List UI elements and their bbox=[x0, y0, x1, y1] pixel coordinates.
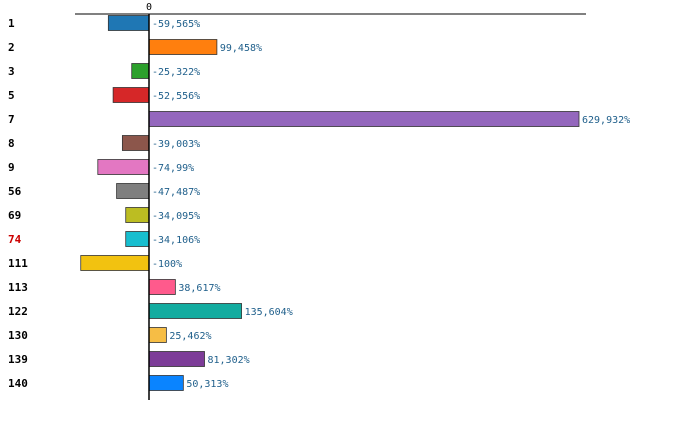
bar-3 bbox=[131, 63, 150, 79]
value-label-56: -47,487% bbox=[152, 187, 200, 198]
value-label-2: 99,458% bbox=[220, 43, 262, 54]
category-label-130: 130 bbox=[8, 329, 28, 342]
value-label-69: -34,095% bbox=[152, 211, 200, 222]
category-label-74: 74 bbox=[8, 233, 22, 246]
value-label-7: 629,932% bbox=[582, 115, 630, 126]
value-label-3: -25,322% bbox=[152, 67, 200, 78]
bar-113 bbox=[148, 279, 176, 295]
category-label-111: 111 bbox=[8, 257, 28, 270]
category-label-1: 1 bbox=[8, 17, 15, 30]
category-label-122: 122 bbox=[8, 305, 28, 318]
bar-122 bbox=[148, 303, 242, 319]
category-label-5: 5 bbox=[8, 89, 15, 102]
category-label-3: 3 bbox=[8, 65, 15, 78]
category-label-69: 69 bbox=[8, 209, 21, 222]
value-label-9: -74,99% bbox=[152, 163, 194, 174]
bar-130 bbox=[148, 327, 167, 343]
category-label-8: 8 bbox=[8, 137, 15, 150]
value-label-122: 135,604% bbox=[245, 307, 293, 318]
value-label-5: -52,556% bbox=[152, 91, 200, 102]
value-label-1: -59,565% bbox=[152, 19, 200, 30]
category-label-7: 7 bbox=[8, 113, 15, 126]
bar-140 bbox=[148, 375, 184, 391]
bar-8 bbox=[121, 135, 150, 151]
category-label-2: 2 bbox=[8, 41, 15, 54]
category-label-139: 139 bbox=[8, 353, 28, 366]
value-label-113: 38,617% bbox=[178, 283, 220, 294]
bar-56 bbox=[116, 183, 150, 199]
bar-139 bbox=[148, 351, 205, 367]
category-label-9: 9 bbox=[8, 161, 15, 174]
value-label-8: -39,003% bbox=[152, 139, 200, 150]
value-label-111: -100% bbox=[152, 259, 182, 270]
bar-7 bbox=[148, 111, 580, 127]
value-label-130: 25,462% bbox=[169, 331, 211, 342]
bar-74 bbox=[125, 231, 150, 247]
category-label-113: 113 bbox=[8, 281, 28, 294]
plot-area: 0 1 -59,565% 2 99,458% 3 -25,322% 5 -52,556% 7 629… bbox=[8, 2, 630, 400]
bar-111 bbox=[80, 255, 150, 271]
bar-69 bbox=[125, 207, 150, 223]
zero-tick-label: 0 bbox=[146, 2, 152, 13]
bar-5 bbox=[112, 87, 150, 103]
category-label-140: 140 bbox=[8, 377, 28, 390]
bar-2 bbox=[148, 39, 218, 55]
value-label-139: 81,302% bbox=[208, 355, 250, 366]
value-label-140: 50,313% bbox=[186, 379, 228, 390]
bar-1 bbox=[107, 15, 150, 31]
category-label-56: 56 bbox=[8, 185, 22, 198]
bar-9 bbox=[97, 159, 150, 175]
value-label-74: -34,106% bbox=[152, 235, 200, 246]
